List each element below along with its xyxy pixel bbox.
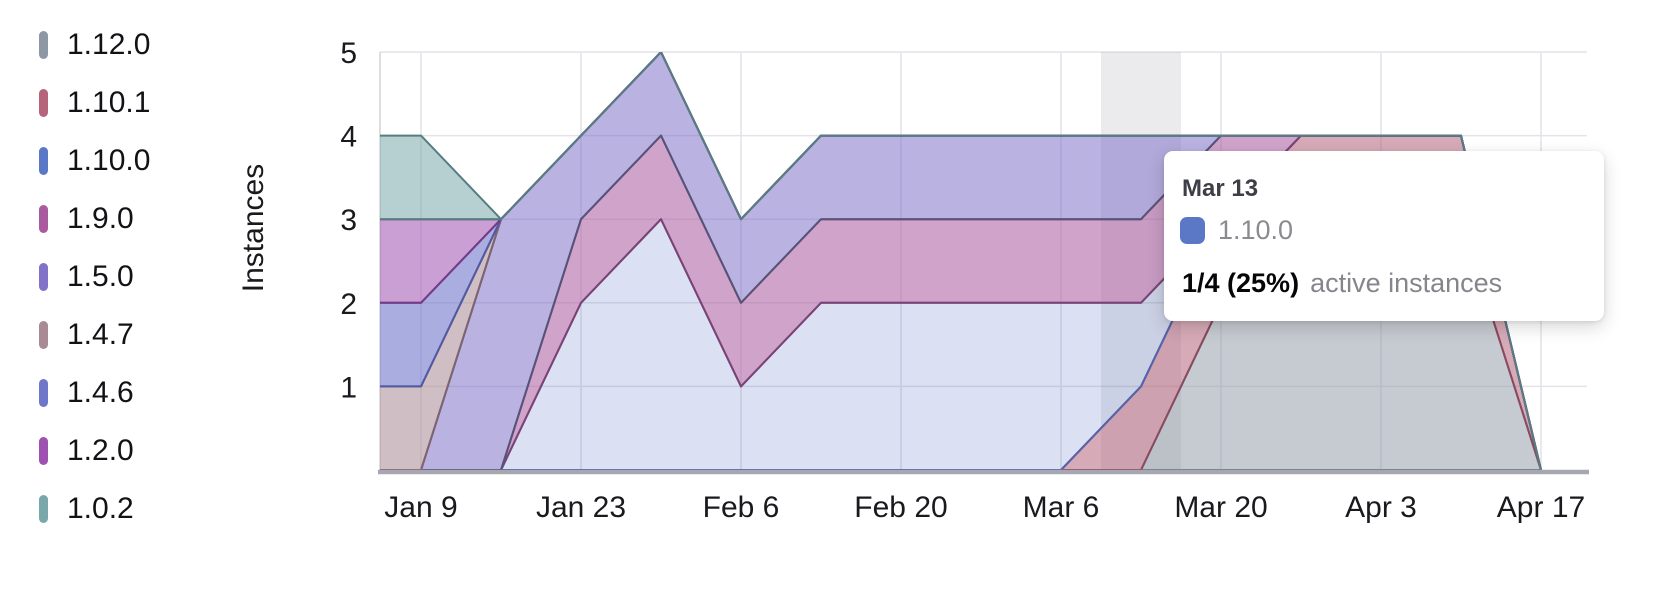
y-tick-label: 2	[340, 288, 357, 321]
x-tick-label: Feb 6	[703, 491, 780, 524]
legend-swatch	[39, 379, 48, 407]
legend: 1.12.0 1.10.1 1.10.0 1.9.0 1.5.0 1.4.7 1.4.6 1.…	[39, 28, 151, 525]
legend-item-label: 1.4.7	[67, 318, 134, 351]
legend-item-label: 1.10.1	[67, 86, 151, 119]
tooltip-value: 1/4 (25%)	[1182, 268, 1300, 298]
legend-item-1.10.0[interactable]: 1.10.0	[39, 144, 151, 177]
x-tick-label: Jan 23	[536, 491, 626, 524]
legend-item-label: 1.9.0	[67, 202, 134, 235]
tooltip-value-suffix: active instances	[1310, 268, 1503, 298]
tooltip-series-row: 1.10.0	[1180, 215, 1293, 246]
tooltip-value-row: 1/4 (25%) active instances	[1182, 268, 1502, 299]
x-tick-label: Apr 17	[1497, 491, 1585, 524]
y-tick-label: 1	[340, 371, 357, 404]
tooltip-series-label: 1.10.0	[1218, 215, 1294, 245]
y-tick-label: 3	[340, 204, 357, 237]
tooltip-date: Mar 13	[1182, 175, 1259, 202]
legend-swatch	[39, 205, 48, 233]
legend-item-label: 1.12.0	[67, 28, 151, 61]
legend-item-1.9.0[interactable]: 1.9.0	[39, 202, 150, 235]
legend-item-label: 1.4.6	[67, 376, 134, 409]
x-tick-label: Apr 3	[1345, 491, 1417, 524]
legend-swatch	[39, 31, 48, 59]
legend-item-label: 1.0.2	[67, 492, 134, 525]
tooltip-series-swatch	[1180, 217, 1205, 244]
legend-swatch	[39, 321, 48, 349]
x-tick-label: Mar 20	[1174, 491, 1267, 524]
legend-item-1.12.0[interactable]: 1.12.0	[39, 28, 151, 61]
x-tick-label: Jan 9	[384, 491, 457, 524]
x-tick-label: Mar 6	[1023, 491, 1100, 524]
legend-swatch	[39, 495, 48, 523]
legend-swatch	[39, 89, 48, 117]
y-tick-label: 5	[340, 37, 357, 70]
legend-swatch	[39, 437, 48, 465]
legend-item-1.5.0[interactable]: 1.5.0	[39, 260, 150, 293]
legend-item-label: 1.5.0	[67, 260, 134, 293]
legend-item-1.2.0[interactable]: 1.2.0	[39, 434, 150, 467]
x-tick-label: Feb 20	[854, 491, 947, 524]
legend-item-1.4.7[interactable]: 1.4.7	[39, 318, 150, 351]
legend-item-1.10.1[interactable]: 1.10.1	[39, 86, 151, 119]
y-tick-label: 4	[340, 121, 357, 154]
legend-swatch	[39, 147, 48, 175]
legend-item-label: 1.2.0	[67, 434, 134, 467]
legend-swatch	[39, 263, 48, 291]
legend-item-1.4.6[interactable]: 1.4.6	[39, 376, 150, 409]
legend-item-1.0.2[interactable]: 1.0.2	[39, 492, 150, 525]
chart-tooltip: Mar 13 1.10.0 1/4 (25%) active instances	[1164, 151, 1604, 321]
legend-item-label: 1.10.0	[67, 144, 151, 177]
